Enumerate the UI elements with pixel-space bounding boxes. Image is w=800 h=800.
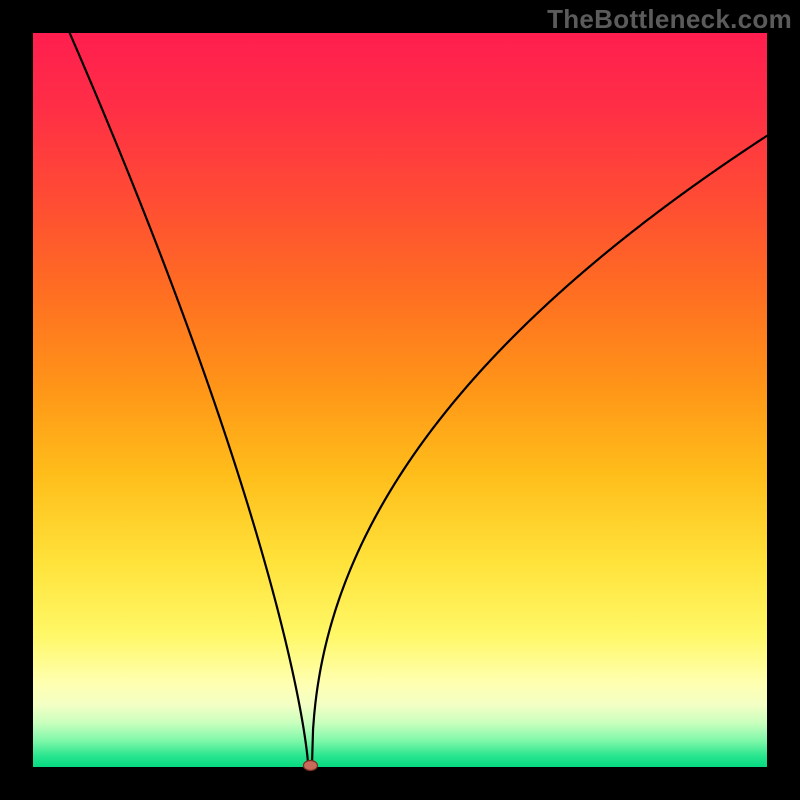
plot-area: [33, 33, 767, 767]
gradient-background: [33, 33, 767, 767]
chart-svg: [33, 33, 767, 767]
chart-frame: TheBottleneck.com: [0, 0, 800, 800]
minimum-marker: [303, 761, 317, 771]
watermark-label: TheBottleneck.com: [547, 4, 792, 35]
